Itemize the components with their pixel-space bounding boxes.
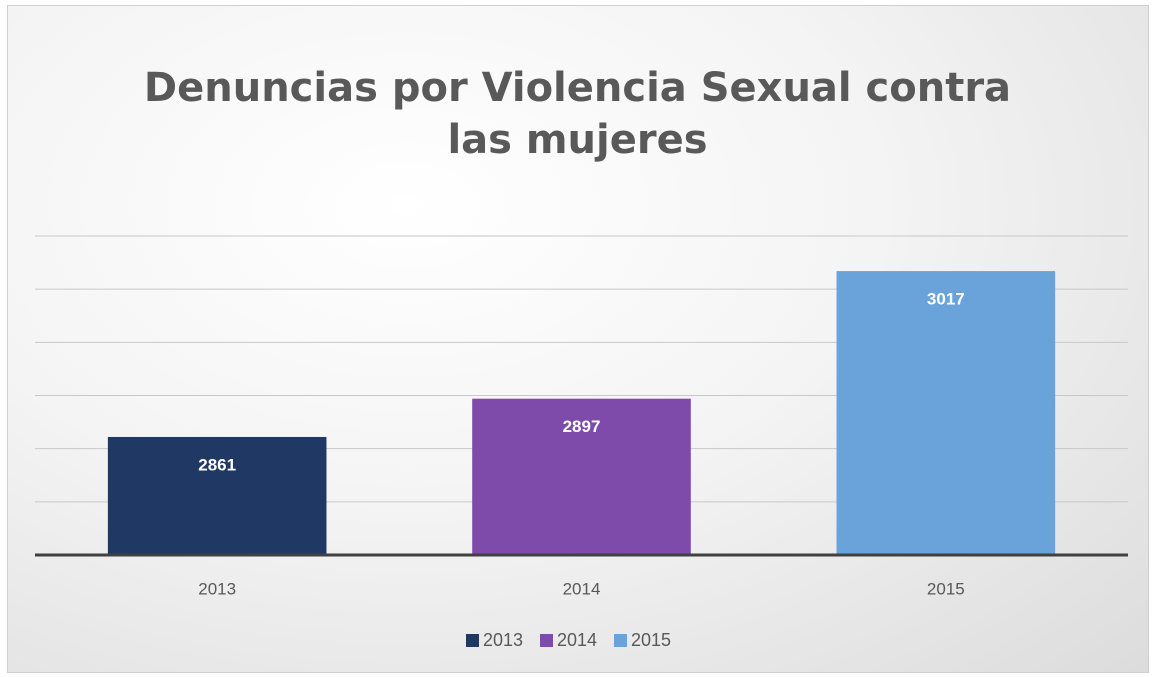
legend-swatch [614,634,627,647]
x-tick-label: 2014 [563,579,601,598]
legend-swatch [466,634,479,647]
bar [472,398,691,555]
x-tick-label: 2015 [927,579,965,598]
legend-label: 2015 [631,630,671,650]
legend-label: 2013 [483,630,523,650]
data-label: 3017 [927,290,965,309]
legend-label: 2014 [557,630,597,650]
x-tick-label: 2013 [198,579,236,598]
data-label: 2861 [198,455,236,474]
legend-swatch [540,634,553,647]
bar [107,436,327,555]
chart-title: Denuncias por Violencia Sexual contra la… [143,65,1012,163]
bar [836,271,1056,555]
data-label: 2897 [563,417,601,436]
